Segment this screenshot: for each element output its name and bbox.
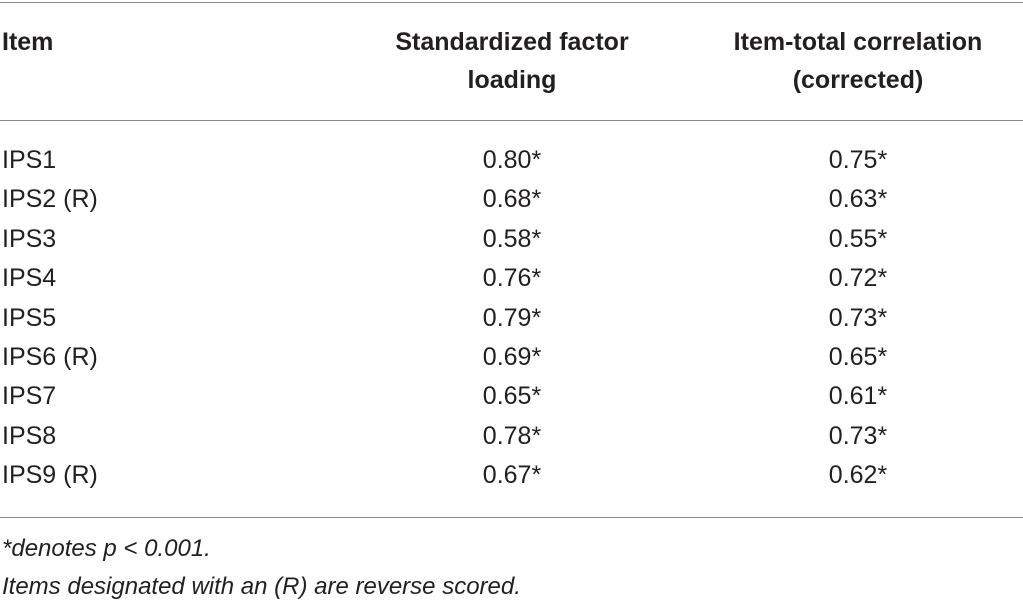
value-cell: 0.76* xyxy=(482,264,542,293)
row-label: IPS2 (R) xyxy=(2,185,98,214)
value-cell: 0.67* xyxy=(482,461,542,490)
value-cell: 0.69* xyxy=(482,343,542,371)
footnote: Items designated with an (R) are reverse… xyxy=(2,573,521,600)
header-cell: loading xyxy=(467,66,557,94)
value-cell: 0.65* xyxy=(828,343,888,371)
header-cell: Standardized factor xyxy=(395,28,629,56)
value-cell: 0.78* xyxy=(482,421,542,450)
value-cell: 0.80* xyxy=(482,146,542,174)
row-label: IPS9 (R) xyxy=(2,461,98,490)
value-cell: 0.79* xyxy=(482,303,542,332)
header-rule xyxy=(0,120,1023,121)
footnote: *denotes p < 0.001. xyxy=(2,535,211,562)
bottom-rule xyxy=(0,517,1023,518)
row-label: IPS8 xyxy=(2,421,57,450)
value-cell: 0.61* xyxy=(828,382,888,411)
row-label: IPS3 xyxy=(2,224,57,253)
row-label: IPS6 (R) xyxy=(2,343,98,371)
value-cell: 0.75* xyxy=(828,146,888,174)
value-cell: 0.72* xyxy=(828,264,888,293)
row-label: IPS1 xyxy=(2,146,57,174)
value-cell: 0.65* xyxy=(482,382,542,411)
value-cell: 0.68* xyxy=(482,185,542,214)
row-label: IPS5 xyxy=(2,303,57,332)
value-cell: 0.73* xyxy=(828,421,888,450)
value-cell: 0.55* xyxy=(828,224,888,253)
header-cell: Item-total correlation xyxy=(733,28,983,56)
row-label: IPS7 xyxy=(2,382,57,411)
value-cell: 0.63* xyxy=(828,185,888,214)
value-cell: 0.62* xyxy=(828,461,888,490)
top-rule xyxy=(0,2,1023,3)
value-cell: 0.58* xyxy=(482,224,542,253)
row-label: IPS4 xyxy=(2,264,57,293)
header-cell: (corrected) xyxy=(792,66,924,94)
value-cell: 0.73* xyxy=(828,303,888,332)
header-cell: Item xyxy=(2,28,54,56)
